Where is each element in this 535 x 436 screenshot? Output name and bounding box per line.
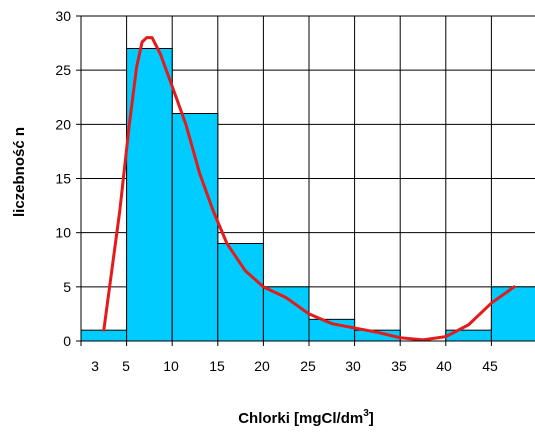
y-tick-label: 10 — [55, 225, 71, 241]
y-tick-label: 20 — [55, 116, 71, 132]
x-tick-label: 15 — [209, 358, 225, 374]
x-axis-ticks: 3 5 10 15 20 25 30 35 40 45 — [80, 341, 498, 374]
x-axis-title-superscript: 3 — [363, 408, 369, 419]
curve-layer — [102, 36, 516, 342]
x-tick-label: 20 — [254, 358, 270, 374]
x-tick-label: 35 — [391, 358, 407, 374]
distribution-curve — [102, 36, 516, 342]
x-tick-label: 30 — [345, 358, 361, 374]
histogram-bar — [80, 329, 128, 342]
x-tick-label: 5 — [122, 358, 130, 374]
y-tick-label: 25 — [55, 62, 71, 78]
histogram-bar — [490, 286, 535, 342]
y-tick-label: 5 — [63, 279, 71, 295]
y-tick-label: 15 — [55, 171, 71, 187]
x-tick-label: 45 — [482, 358, 498, 374]
x-axis-title: Chlorki [mgCl/dm3] — [238, 408, 374, 427]
histogram-bar — [217, 243, 264, 342]
histogram-bar — [171, 113, 219, 342]
x-tick-label: 10 — [163, 358, 179, 374]
x-tick-label: 3 — [91, 358, 99, 374]
y-axis-ticks: 0 5 10 15 20 25 30 — [55, 8, 81, 349]
bars — [80, 48, 535, 342]
x-axis-title-end: ] — [369, 410, 374, 427]
y-axis-title: liczebność n — [11, 127, 28, 217]
x-tick-label: 25 — [300, 358, 316, 374]
y-tick-label: 30 — [55, 8, 71, 24]
y-tick-label: 0 — [63, 333, 71, 349]
x-axis-title-main: Chlorki [mgCl/dm — [238, 410, 363, 427]
histogram-bar — [262, 286, 310, 342]
x-tick-label: 40 — [436, 358, 452, 374]
